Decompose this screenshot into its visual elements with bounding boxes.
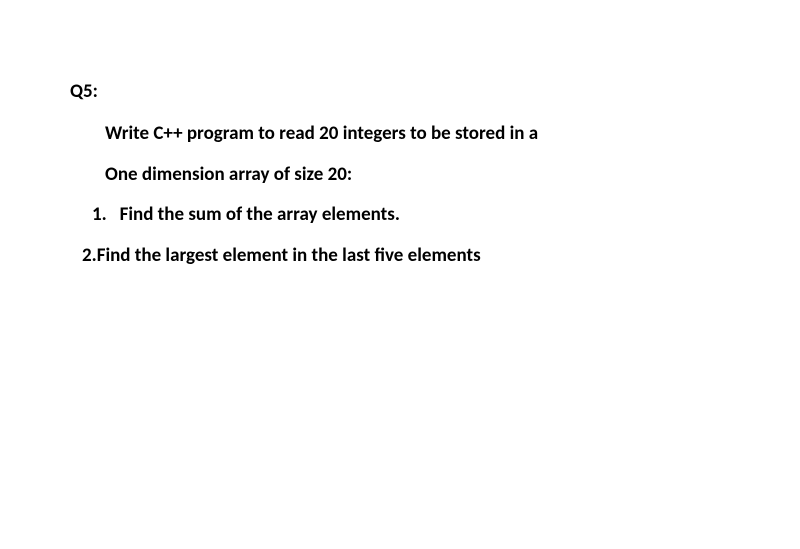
list-item-2-text: Find the largest element in the last fiv… xyxy=(97,244,481,267)
list-item-2-number: 2. xyxy=(82,244,97,267)
list-item-2: 2.Find the largest element in the last f… xyxy=(82,243,730,270)
list-item-1-text: Find the sum of the array elements. xyxy=(120,203,400,226)
question-intro-line-1: Write C++ program to read 20 integers to… xyxy=(105,121,730,148)
question-label: Q5: xyxy=(70,80,730,103)
question-intro-line-2: One dimension array of size 20: xyxy=(105,162,730,189)
list-item-1: 1. Find the sum of the array elements. xyxy=(92,202,730,229)
list-item-1-number: 1. xyxy=(92,202,107,229)
